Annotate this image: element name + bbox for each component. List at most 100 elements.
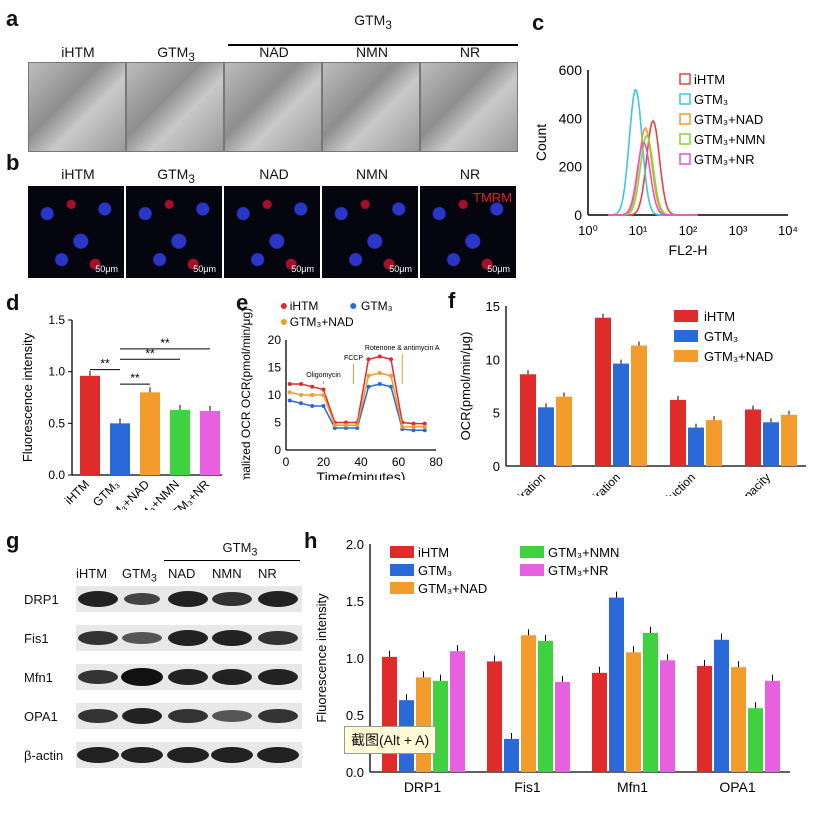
header-divider-a — [228, 44, 518, 46]
em-image-nad — [224, 62, 322, 152]
fluor-image-gtm3: 50μm — [126, 186, 222, 278]
e-point — [377, 382, 382, 386]
scale-bar-label: 50μm — [291, 264, 314, 274]
h-x-tick: Fis1 — [514, 779, 541, 795]
e-point — [422, 424, 427, 429]
h-y-tick: 1.5 — [346, 594, 364, 609]
f-bar — [670, 399, 686, 466]
e-point — [355, 423, 360, 428]
e-point — [299, 382, 303, 386]
h-bar — [433, 680, 448, 772]
e-annotation: FCCP — [344, 355, 363, 362]
f-y-tick: 0 — [493, 459, 500, 474]
e-point — [287, 398, 292, 403]
e-point — [400, 424, 405, 429]
label-a-nr: NR — [459, 44, 481, 60]
h-bar — [450, 651, 465, 772]
h-x-tick: OPA1 — [719, 779, 756, 795]
h-bar — [660, 660, 675, 772]
d-bar — [140, 392, 160, 475]
h-bar — [521, 635, 536, 772]
panel-label-a: a — [6, 6, 19, 31]
c-legend-swatch — [679, 153, 691, 165]
c-y-label: Count — [533, 124, 549, 161]
panel-label-b: b — [6, 150, 20, 175]
d-y-tick: 1.0 — [48, 365, 65, 379]
panel-label-f: f — [448, 288, 456, 313]
f-bar — [538, 407, 554, 466]
h-bar — [626, 652, 641, 772]
h-legend-label: GTM₃+NMN — [548, 545, 619, 560]
d-bar — [200, 410, 220, 475]
h-y-tick: 0.0 — [346, 765, 364, 780]
label-b-nr: NR — [459, 166, 481, 182]
c-legend-label: GTM₃+NAD — [694, 112, 763, 127]
c-y-tick: 0 — [574, 207, 582, 223]
h-y-label: Fluorescence intensity — [314, 593, 329, 723]
h-legend-swatch — [390, 546, 414, 558]
e-point — [344, 426, 348, 430]
c-x-tick: 10⁴ — [778, 223, 798, 238]
e-point — [310, 404, 315, 408]
d-sig-mark: ** — [160, 336, 170, 350]
e-point — [310, 393, 315, 397]
em-image-ihtm — [28, 62, 126, 152]
e-point — [411, 424, 416, 429]
e-x-label: Time(minutes) — [317, 469, 406, 480]
d-sig-mark: ** — [100, 357, 110, 371]
h-bar — [748, 708, 763, 772]
d-sig-mark: ** — [130, 371, 140, 385]
e-legend-swatch — [280, 319, 287, 325]
label-b-ihtm: iHTM — [61, 166, 95, 182]
h-y-tick: 1.0 — [346, 651, 364, 666]
lane-nmn: NMN — [212, 566, 242, 581]
e-x-tick: 40 — [354, 455, 368, 469]
e-point — [321, 404, 326, 408]
label-a-gtm3: GTM3 — [157, 44, 195, 64]
d-x-tick: iHTM — [62, 477, 92, 507]
scale-bar-label: 50μm — [389, 264, 412, 274]
d-y-tick: 1.5 — [48, 313, 65, 327]
h-legend-swatch — [390, 564, 414, 576]
chart-e: 0 5 10 15 20 0 20 40 60 80 Time(minutes) Normalized… — [239, 300, 443, 480]
d-bar — [80, 375, 100, 475]
f-bar — [631, 345, 647, 466]
e-point — [389, 384, 393, 389]
h-bar — [731, 667, 746, 772]
h-legend-label: GTM₃+NR — [548, 563, 609, 578]
protein-mfn1: Mfn1 — [24, 670, 53, 685]
e-legend-swatch — [280, 303, 287, 309]
f-legend-swatch — [674, 350, 698, 362]
fluor-image-ihtm: 50μm — [28, 186, 124, 278]
f-x-tick: Maximal Respiration — [536, 470, 623, 496]
fluor-image-nmn: 50μm — [322, 186, 418, 278]
chart-h: 0.0 0.5 1.0 1.5 2.0 Fluorescence intensity DRP… — [314, 537, 790, 795]
blot-opa1 — [76, 703, 302, 729]
d-y-tick: 0.0 — [48, 468, 65, 482]
blot-drp1 — [76, 586, 302, 612]
e-point — [287, 390, 292, 395]
protein-opa1: OPA1 — [24, 709, 58, 724]
fluor-image-nr: 50μm TMRM — [420, 186, 516, 278]
h-bar — [592, 672, 607, 772]
gtm3-header-a: GTM3 — [354, 12, 392, 32]
h-bar — [609, 597, 624, 772]
screenshot-tooltip[interactable]: 截图(Alt + A) — [344, 726, 437, 754]
e-point — [299, 401, 303, 406]
e-point — [287, 382, 292, 386]
e-y-tick: 10 — [268, 388, 282, 402]
e-y-label: Normalized OCR OCR(pmol/min/μg) — [239, 308, 253, 480]
h-legend-label: GTM₃ — [418, 563, 452, 578]
e-x-tick: 20 — [317, 455, 331, 469]
d-sig-mark: ** — [145, 346, 155, 360]
lane-nad: NAD — [168, 566, 196, 581]
e-point — [422, 421, 427, 426]
scale-bar-label: 50μm — [193, 264, 216, 274]
d-y-tick: 0.5 — [48, 416, 65, 430]
c-legend-swatch — [679, 133, 691, 145]
f-y-label: OCR(pmol/min/μg) — [458, 332, 473, 441]
h-legend-swatch — [390, 582, 414, 594]
e-point — [366, 357, 371, 362]
lane-gtm3: GTM3 — [122, 566, 157, 585]
d-y-label: Fluorescence intensity — [20, 332, 35, 462]
